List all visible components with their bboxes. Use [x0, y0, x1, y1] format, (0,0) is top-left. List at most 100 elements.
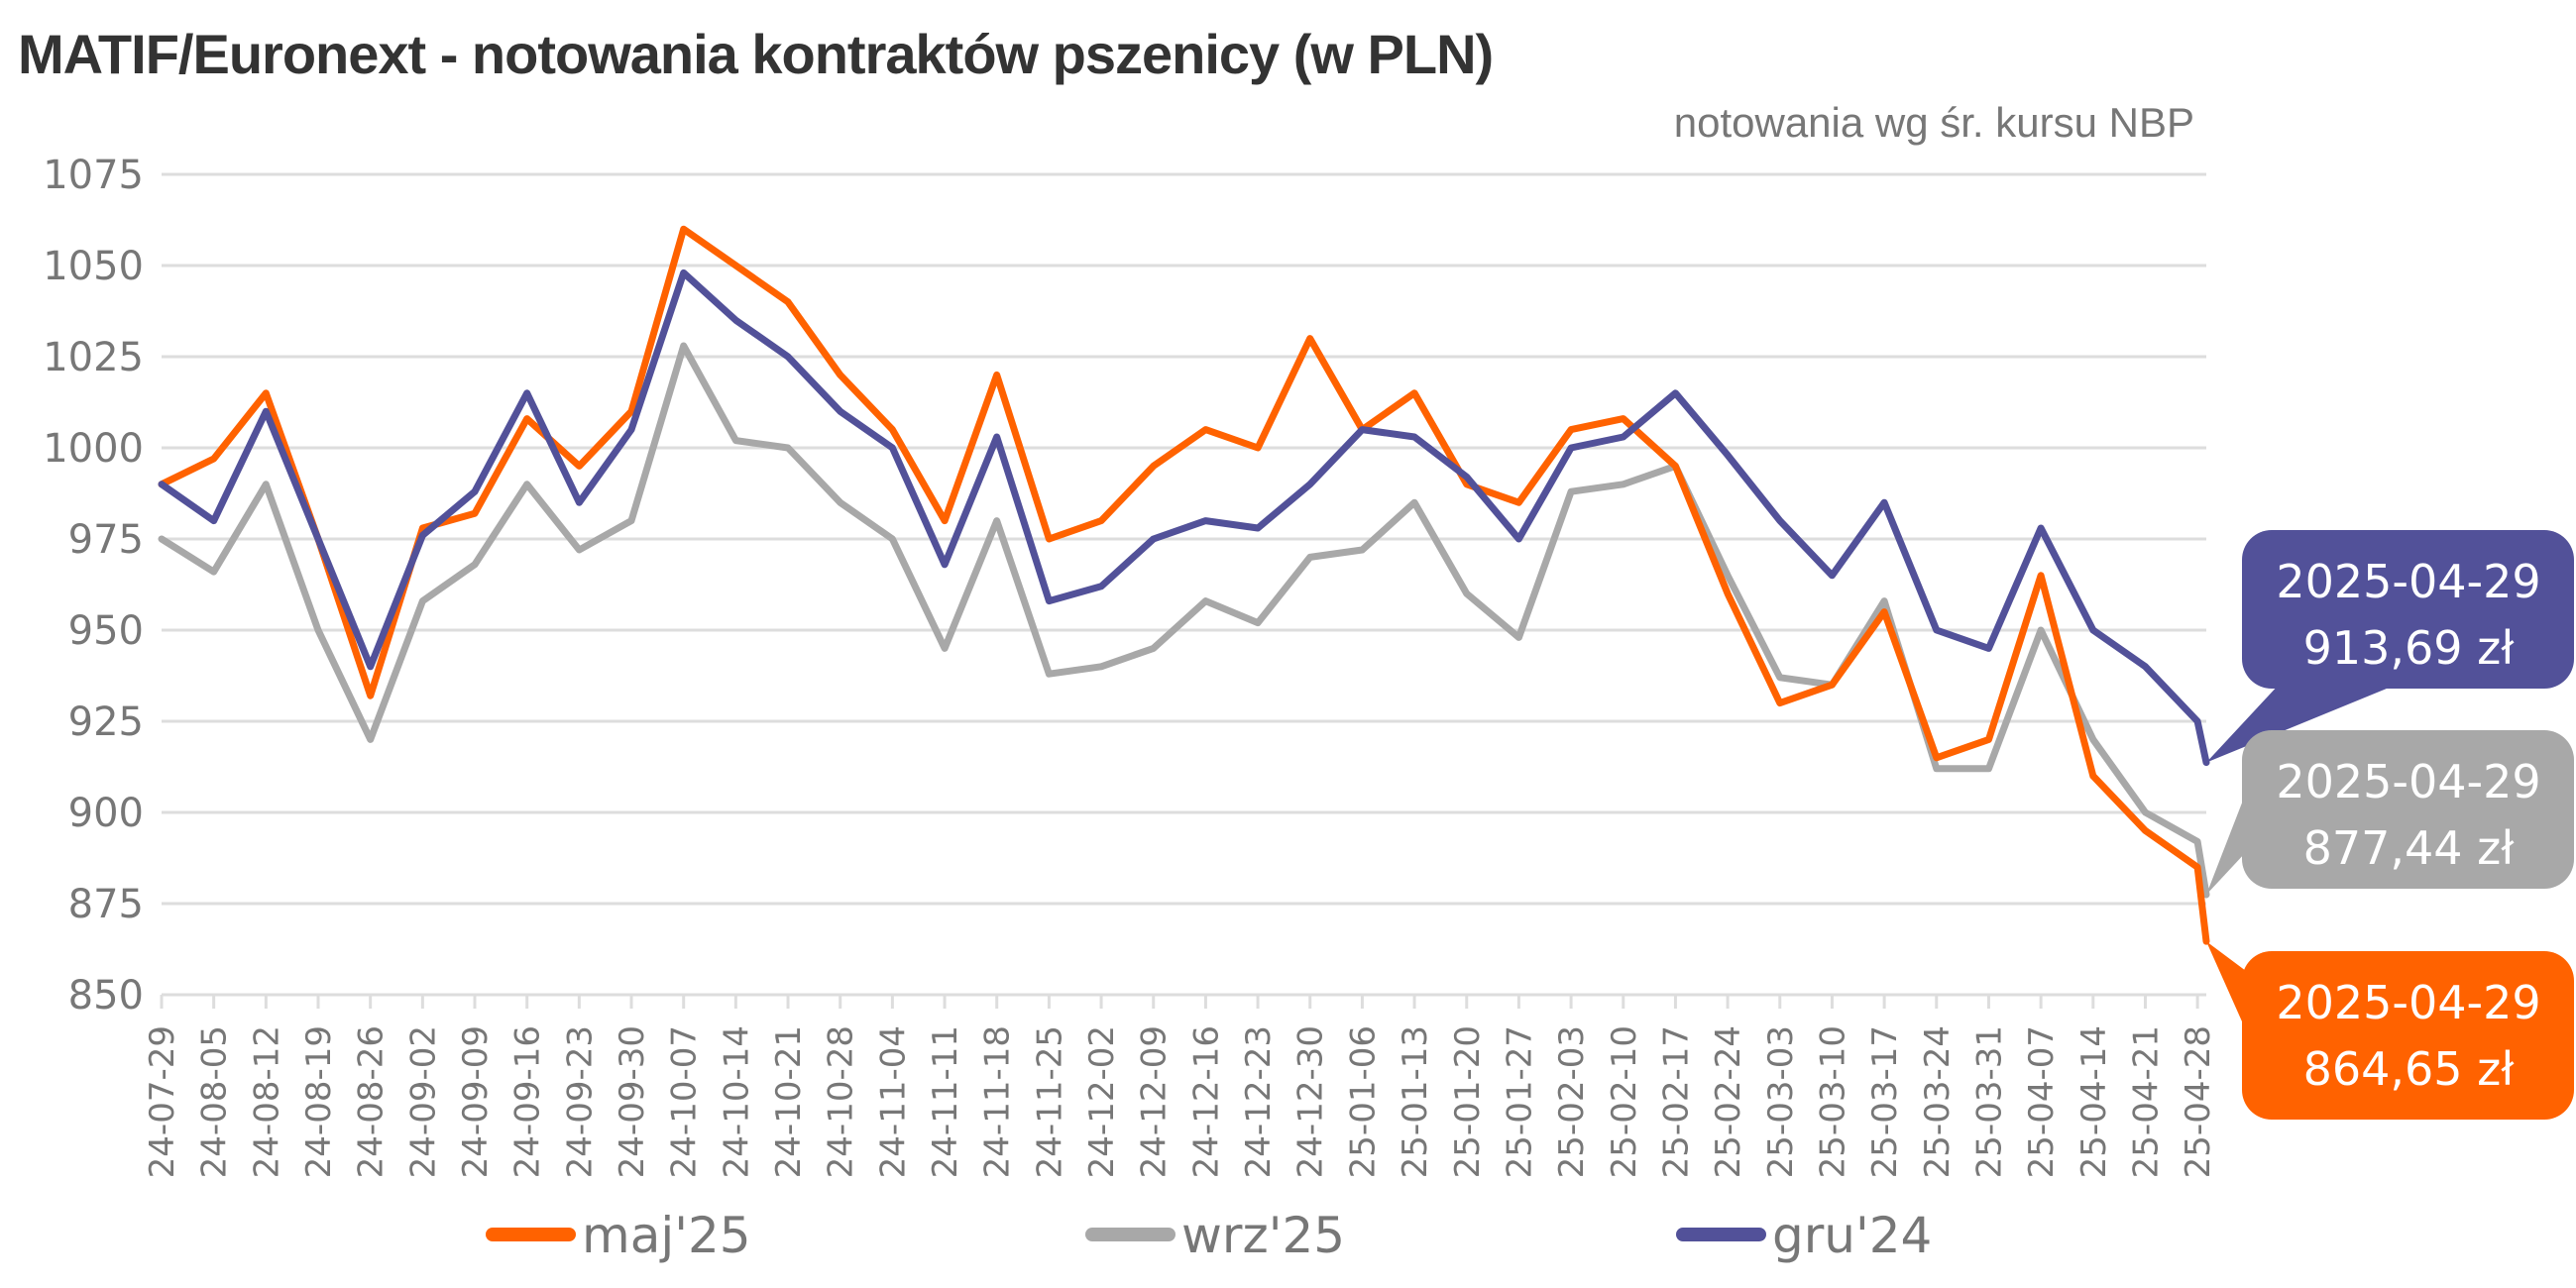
data-point [1620, 481, 1626, 487]
callout-pointer [2206, 941, 2246, 1030]
data-point [1933, 754, 1940, 761]
x-tick-label: 24-10-28 [822, 1025, 861, 1178]
data-point [1046, 597, 1053, 604]
legend-label: maj'25 [582, 1207, 751, 1264]
x-tick-label: 25-01-06 [1343, 1025, 1383, 1178]
y-tick-label: 1075 [43, 153, 144, 198]
data-point [1672, 389, 1679, 396]
data-point [472, 488, 478, 495]
data-point [2194, 864, 2201, 871]
data-point [1150, 645, 1157, 652]
x-tick-label: 25-03-31 [1969, 1025, 2009, 1178]
legend-item: maj'25 [486, 1207, 751, 1264]
data-point [889, 536, 896, 542]
data-point [785, 354, 791, 360]
x-tick-label: 24-12-30 [1291, 1025, 1331, 1178]
data-point [210, 569, 217, 576]
data-point [523, 415, 530, 422]
data-point [315, 627, 321, 633]
data-point [1306, 481, 1313, 487]
data-point [680, 343, 687, 349]
data-point [367, 693, 374, 699]
data-point [263, 481, 270, 487]
x-tick-label: 24-08-12 [247, 1025, 286, 1178]
data-point [2038, 627, 2045, 633]
data-point [1829, 572, 1836, 579]
y-tick-label: 950 [68, 608, 144, 654]
x-tick-label: 25-03-24 [1918, 1025, 1958, 1178]
callout-box [2242, 730, 2574, 889]
callout-date: 2025-04-29 [2276, 976, 2540, 1029]
x-tick-label: 25-03-17 [1865, 1025, 1905, 1178]
x-tick-label: 25-02-03 [1552, 1025, 1592, 1178]
x-tick-label: 25-04-21 [2126, 1025, 2166, 1178]
data-point [628, 426, 634, 433]
y-tick-label: 900 [68, 791, 144, 836]
x-tick-label: 25-04-07 [2022, 1025, 2062, 1178]
data-point [263, 408, 270, 415]
data-point [1098, 663, 1105, 670]
data-point [1515, 634, 1522, 641]
x-tick-label: 24-11-18 [978, 1025, 1018, 1178]
data-point [210, 456, 217, 462]
x-tick-label: 25-01-27 [1500, 1025, 1539, 1178]
data-point [628, 408, 634, 415]
data-point [785, 298, 791, 305]
data-point [2089, 773, 2096, 780]
data-point [2089, 736, 2096, 743]
data-point [523, 481, 530, 487]
data-point [993, 372, 1000, 378]
x-tick-label: 24-10-14 [717, 1025, 756, 1178]
chart-title: MATIF/Euronext - notowania kontraktów ps… [18, 23, 1494, 85]
data-point [1776, 674, 1783, 681]
data-point [732, 437, 739, 444]
x-tick-label: 24-09-16 [508, 1025, 548, 1178]
data-point [2194, 838, 2201, 845]
chart-subtitle: notowania wg śr. kursu NBP [1673, 99, 2194, 146]
x-tick-label: 24-10-07 [665, 1025, 705, 1178]
data-point [889, 445, 896, 451]
data-point [1150, 536, 1157, 542]
data-point [1829, 682, 1836, 689]
callout-value: 913,69 zł [2303, 621, 2516, 675]
y-axis-ticks: 1075 1050 1025 1000 975 950 925 900 875 850 [43, 153, 144, 1019]
data-point [159, 536, 165, 542]
data-point [1202, 426, 1209, 433]
gridlines [162, 172, 2206, 906]
callout-pointer [2206, 793, 2246, 896]
y-tick-label: 1025 [43, 335, 144, 380]
data-point [993, 517, 1000, 524]
callout-date: 2025-04-29 [2276, 755, 2540, 808]
data-point [576, 463, 583, 470]
data-point [837, 372, 843, 378]
callout-wrz'25: 2025-04-29 877,44 zł [2206, 730, 2574, 896]
x-tick-label: 25-04-14 [2074, 1025, 2114, 1178]
data-point [1933, 627, 1940, 633]
callout-box [2242, 530, 2574, 689]
x-tick-label: 24-12-16 [1186, 1025, 1226, 1178]
data-point [1881, 597, 1888, 604]
data-point [1098, 517, 1105, 524]
data-point [732, 317, 739, 324]
callout-box [2242, 951, 2574, 1120]
data-point [1463, 474, 1470, 481]
data-point [263, 389, 270, 396]
data-point [1725, 590, 1732, 597]
data-point [1202, 597, 1209, 604]
legend-item: gru'24 [1676, 1207, 1932, 1264]
data-point [1411, 434, 1418, 440]
data-point [1411, 499, 1418, 506]
series-line-maj'25 [158, 225, 2210, 945]
x-tick-label: 25-03-03 [1761, 1025, 1801, 1178]
x-tick-label: 24-08-19 [299, 1025, 339, 1178]
data-point [628, 517, 634, 524]
x-tick-label: 24-12-23 [1239, 1025, 1279, 1178]
data-point [576, 547, 583, 553]
data-point [942, 517, 949, 524]
data-point [1463, 590, 1470, 597]
data-point [1881, 499, 1888, 506]
x-tick-label: 24-12-09 [1135, 1025, 1175, 1178]
data-point [1568, 426, 1575, 433]
data-point [1359, 426, 1366, 433]
